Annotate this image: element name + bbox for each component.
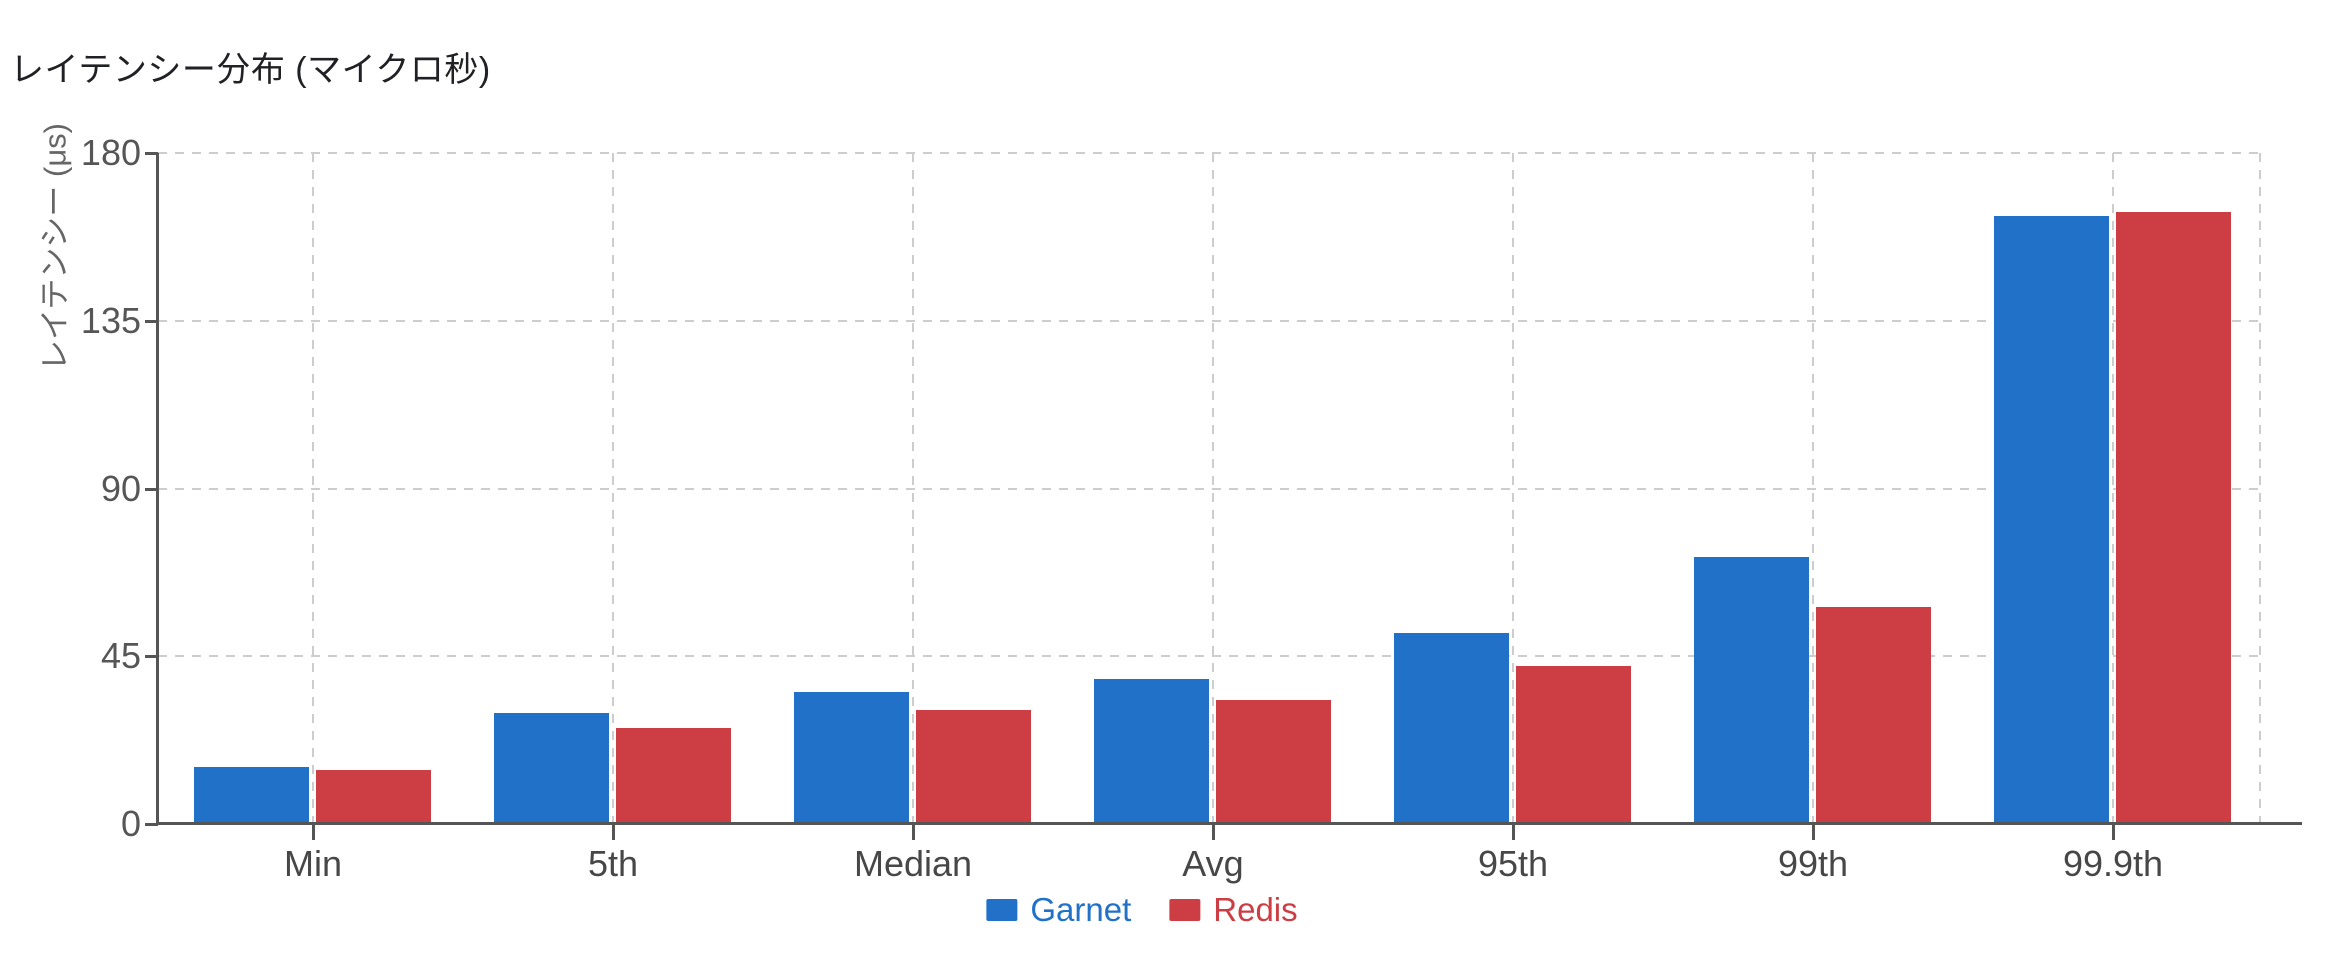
legend-label-garnet: Garnet [1030, 891, 1132, 928]
bar-garnet-avg[interactable] [1094, 679, 1209, 824]
y-tick-label: 90 [100, 467, 141, 509]
x-tick-mark [612, 825, 615, 840]
x-category-label: 99th [1777, 843, 1849, 884]
bar-garnet-5th[interactable] [494, 713, 609, 824]
x-tick-mark [1212, 825, 1215, 840]
x-category-label: Avg [1182, 843, 1244, 884]
y-tick-mark [145, 823, 158, 826]
chart-title: レイテンシー分布 (マイクロ秒) [10, 51, 491, 89]
y-tick-mark [145, 487, 158, 491]
bar-redis-95th[interactable] [1516, 665, 1631, 824]
legend-swatch-garnet [986, 898, 1018, 921]
vertical-gridline [1812, 153, 1814, 824]
y-tick-label: 45 [100, 635, 141, 677]
y-tick-mark [145, 655, 158, 659]
vertical-gridline [1212, 153, 1214, 824]
x-category-label: 95th [1477, 843, 1549, 884]
vertical-gridline [1512, 153, 1514, 824]
bar-redis-99.9th[interactable] [2116, 211, 2231, 824]
x-tick-mark [1812, 825, 1815, 840]
vertical-gridline [2112, 153, 2114, 824]
vertical-gridline [2259, 153, 2261, 824]
vertical-gridline [312, 153, 314, 824]
bar-redis-5th[interactable] [616, 727, 731, 824]
y-tick-mark [145, 319, 158, 323]
bar-redis-median[interactable] [916, 709, 1031, 824]
plot-area [156, 152, 2261, 824]
x-axis-line [157, 822, 2302, 825]
horizontal-gridline [158, 319, 2260, 322]
bar-garnet-95th[interactable] [1394, 633, 1509, 824]
bar-redis-99th[interactable] [1816, 606, 1931, 824]
bar-redis-min[interactable] [316, 769, 431, 824]
horizontal-gridline [158, 655, 2260, 658]
x-tick-mark [2112, 825, 2115, 840]
horizontal-gridline [158, 152, 2260, 154]
bar-garnet-99th[interactable] [1694, 556, 1809, 824]
y-tick-label: 135 [80, 299, 141, 341]
x-tick-mark [312, 825, 315, 840]
legend-item-garnet[interactable]: Garnet [986, 893, 1131, 926]
bar-garnet-99.9th[interactable] [1994, 215, 2109, 824]
vertical-gridline [912, 153, 914, 824]
legend: Garnet Redis [986, 891, 1298, 928]
x-category-label: Median [853, 843, 973, 884]
x-tick-mark [912, 825, 915, 840]
legend-swatch-redis [1169, 898, 1201, 921]
bar-garnet-median[interactable] [794, 691, 909, 824]
x-category-label: Min [283, 843, 342, 884]
bar-garnet-min[interactable] [194, 766, 309, 824]
bar-redis-avg[interactable] [1216, 699, 1331, 824]
y-tick-label: 180 [80, 132, 141, 173]
legend-item-redis[interactable]: Redis [1169, 891, 1298, 928]
y-tick-label: 0 [120, 803, 141, 844]
x-category-label: 99.9th [2062, 843, 2164, 884]
x-category-label: 5th [587, 843, 639, 884]
horizontal-gridline [158, 487, 2260, 490]
x-tick-mark [1512, 825, 1515, 840]
vertical-gridline [612, 153, 614, 824]
legend-label-redis: Redis [1213, 891, 1298, 928]
y-tick-mark [145, 152, 158, 155]
